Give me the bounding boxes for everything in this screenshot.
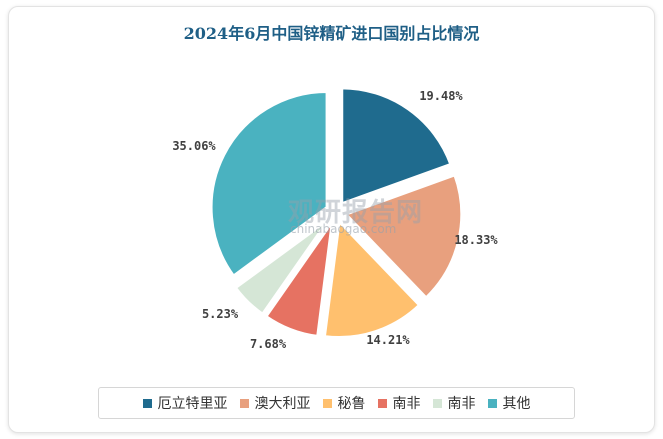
pie-slice: [263, 220, 334, 339]
legend-label: 南非: [447, 396, 476, 412]
legend-item: 秘鲁: [322, 393, 366, 413]
legend-label: 厄立特里亚: [157, 396, 228, 412]
legend-item: 南非: [377, 393, 421, 413]
legend-item: 澳大利亚: [239, 393, 311, 413]
pie-slice: [322, 218, 422, 339]
legend-swatch: [432, 398, 442, 408]
legend-item: 厄立特里亚: [142, 393, 228, 413]
slice-data-label: 14.21%: [366, 333, 410, 347]
pie-slice: [233, 217, 331, 317]
legend-label: 其他: [502, 396, 531, 412]
legend-item: 南非: [432, 393, 476, 413]
pie-slice: [343, 172, 464, 301]
legend-label: 南非: [392, 396, 421, 412]
legend-item: 其他: [487, 393, 531, 413]
slice-data-label: 18.33%: [454, 233, 498, 247]
legend-swatch: [142, 398, 152, 408]
legend-swatch: [322, 398, 332, 408]
legend-label: 澳大利亚: [254, 396, 311, 412]
chart-title: 2024年6月中国锌精矿进口国别占比情况: [183, 24, 480, 43]
slice-data-label: 19.48%: [419, 89, 463, 103]
slice-data-label: 5.23%: [202, 307, 239, 321]
legend-swatch: [377, 398, 387, 408]
chart-legend: 厄立特里亚 澳大利亚 秘鲁 南非 南非 其他: [98, 387, 575, 419]
watermark-subtext: chinabaogao.com: [290, 222, 397, 236]
slice-data-label: 35.06%: [172, 139, 216, 153]
slice-data-label: 7.68%: [250, 337, 287, 351]
chart-card: [8, 6, 655, 433]
watermark-text: 观研报告网: [288, 198, 424, 228]
pie-slice: [209, 89, 329, 279]
legend-label: 秘鲁: [337, 396, 366, 412]
pie-slice: [340, 86, 453, 206]
legend-swatch: [487, 398, 497, 408]
legend-swatch: [239, 398, 249, 408]
